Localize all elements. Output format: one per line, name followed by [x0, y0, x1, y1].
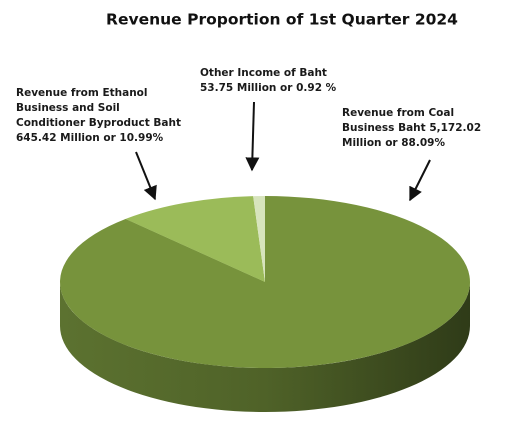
slice-label: Million or 88.09% [342, 137, 445, 149]
slice-label: Conditioner Byproduct Baht [16, 117, 181, 129]
slice-label: Business Baht 5,172.02 [342, 122, 481, 134]
arrow [245, 101, 260, 172]
slice-side [60, 282, 470, 412]
slice [125, 196, 265, 282]
annotations: Revenue from Coal Business Baht 5,172.02 M… [16, 67, 481, 149]
arrow [409, 159, 431, 202]
slice-label: Business and Soil [16, 102, 120, 114]
arrow [135, 151, 157, 201]
slice-label: Other Income of Baht [200, 67, 327, 79]
chart-title: Revenue Proportion of 1st Quarter 2024 [106, 11, 458, 29]
slice [253, 196, 265, 282]
slice-label: Revenue from Ethanol [16, 87, 148, 99]
slice-label: 53.75 Million or 0.92 % [200, 82, 337, 94]
slice-label: 645.42 Million or 10.99% [16, 132, 164, 144]
pie [59, 196, 471, 412]
slice-label: Revenue from Coal [342, 107, 454, 119]
